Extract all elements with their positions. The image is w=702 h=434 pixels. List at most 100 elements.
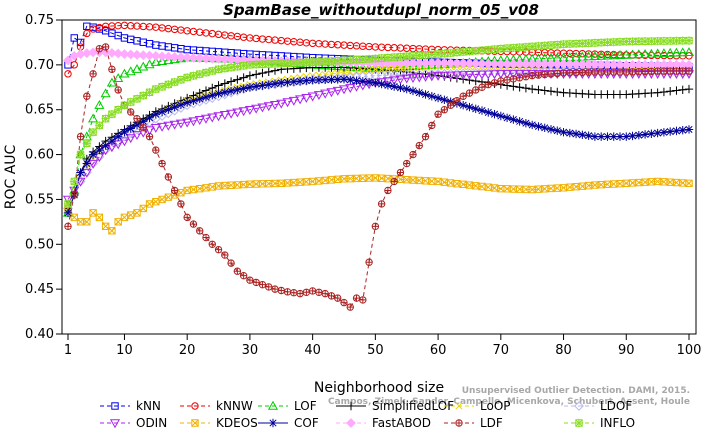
- data-point: [119, 49, 130, 59]
- data-point: [483, 58, 494, 69]
- data-point: [440, 106, 449, 114]
- data-point: [683, 47, 695, 56]
- data-point: [113, 132, 123, 141]
- data-point: [213, 112, 224, 122]
- data-point: [239, 84, 248, 93]
- data-point: [127, 211, 135, 219]
- data-point: [308, 287, 317, 295]
- data-point: [346, 401, 356, 411]
- data-point: [602, 50, 613, 60]
- data-point: [150, 123, 161, 133]
- data-point: [489, 58, 500, 69]
- data-point: [302, 58, 311, 67]
- legend: kNN kNNW LOF SimplifiedLOF LoOP LDOF ODIN KDEOS…: [100, 399, 635, 430]
- series-layer: [62, 21, 695, 311]
- data-point: [596, 38, 606, 47]
- data-point: [377, 200, 386, 208]
- data-point: [245, 71, 255, 80]
- x-axis-label: Neighborhood size: [314, 380, 444, 396]
- data-point: [584, 181, 593, 190]
- legend-item: SimplifiedLOF: [336, 399, 454, 413]
- data-point: [515, 43, 524, 52]
- legend-label: SimplifiedLOF: [372, 399, 454, 413]
- data-point: [616, 68, 624, 76]
- data-point: [665, 127, 675, 136]
- data-point: [69, 186, 80, 196]
- data-point: [578, 68, 587, 77]
- data-point: [101, 114, 110, 123]
- data-point: [339, 56, 349, 65]
- data-point: [490, 79, 499, 87]
- data-point: [194, 53, 205, 64]
- data-point: [188, 117, 199, 127]
- data-point: [144, 50, 155, 61]
- data-point: [572, 68, 580, 77]
- data-point: [182, 118, 193, 128]
- series-ldf: [64, 43, 693, 311]
- data-point: [125, 66, 136, 76]
- data-point: [301, 93, 312, 103]
- data-point: [578, 39, 587, 48]
- data-point: [333, 75, 342, 84]
- data-point: [113, 48, 124, 59]
- data-point: [346, 303, 354, 311]
- data-point: [584, 131, 593, 140]
- data-point: [308, 177, 317, 186]
- data-point: [213, 54, 224, 64]
- data-point: [472, 86, 480, 94]
- legend-label: LOF: [294, 399, 317, 413]
- data-point: [421, 90, 430, 99]
- data-point: [233, 267, 242, 275]
- data-point: [183, 213, 191, 221]
- data-point: [445, 71, 456, 81]
- data-point: [120, 213, 129, 222]
- data-point: [377, 53, 386, 63]
- legend-item: LoOP: [444, 399, 511, 413]
- data-point: [476, 70, 488, 80]
- data-point: [109, 419, 121, 429]
- data-point: [126, 124, 135, 133]
- data-point: [503, 76, 511, 84]
- data-point: [220, 79, 230, 88]
- data-point: [252, 180, 260, 188]
- data-point: [665, 87, 675, 96]
- data-point: [440, 49, 449, 58]
- data-point: [277, 59, 286, 68]
- data-point: [464, 71, 475, 80]
- data-point: [527, 42, 537, 51]
- data-point: [352, 294, 361, 302]
- data-point: [88, 113, 99, 123]
- data-point: [177, 200, 185, 208]
- data-point: [320, 89, 331, 99]
- data-point: [678, 125, 687, 135]
- data-point: [421, 50, 430, 60]
- data-point: [622, 179, 630, 187]
- data-point: [608, 50, 619, 60]
- data-point: [659, 87, 669, 97]
- data-point: [340, 298, 348, 307]
- data-point: [574, 418, 584, 428]
- data-point: [622, 37, 631, 46]
- data-point: [64, 70, 72, 78]
- x-tick-label: 10: [116, 343, 133, 358]
- data-point: [603, 68, 612, 76]
- data-point: [289, 58, 299, 68]
- data-point: [684, 125, 694, 134]
- data-point: [283, 288, 292, 296]
- data-point: [214, 89, 223, 98]
- data-point: [320, 57, 330, 66]
- data-point: [455, 419, 463, 427]
- data-point: [433, 93, 443, 103]
- data-point: [603, 132, 612, 141]
- data-point: [157, 56, 168, 65]
- data-point: [226, 109, 237, 119]
- data-point: [139, 91, 148, 100]
- data-point: [101, 43, 110, 51]
- x-tick-label: 30: [242, 343, 259, 358]
- data-point: [257, 103, 268, 113]
- data-point: [107, 136, 117, 146]
- data-point: [383, 53, 393, 62]
- data-point: [559, 40, 568, 49]
- legend-label: kNNW: [216, 399, 253, 413]
